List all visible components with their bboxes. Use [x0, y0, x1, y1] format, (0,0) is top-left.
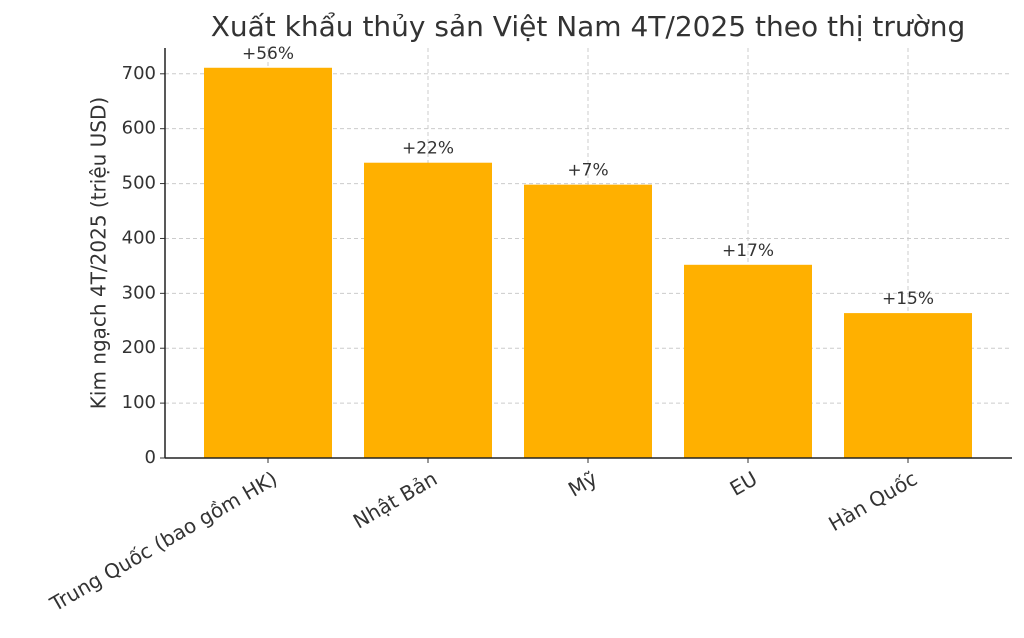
x-tick-label: Mỹ — [564, 466, 601, 501]
bar-annotation: +17% — [722, 241, 774, 261]
bar-annotation: +56% — [242, 44, 294, 64]
bar — [684, 264, 812, 458]
y-tick-label: 700 — [122, 63, 156, 84]
x-tick-label: Trung Quốc (bao gồm HK) — [45, 466, 281, 616]
y-tick-label: 0 — [145, 447, 156, 468]
x-tick-label: Hàn Quốc — [824, 466, 921, 536]
y-tick-label: 600 — [122, 118, 156, 139]
bar — [364, 162, 492, 458]
y-tick-label: 300 — [122, 282, 156, 303]
bar-annotation: +15% — [882, 289, 934, 309]
bar — [204, 67, 332, 458]
y-tick-label: 500 — [122, 173, 156, 194]
chart-title: Xuất khẩu thủy sản Việt Nam 4T/2025 theo… — [211, 10, 966, 43]
y-tick-label: 400 — [122, 227, 156, 248]
bar-annotation: +22% — [402, 139, 454, 159]
bar-annotation: +7% — [567, 161, 608, 181]
x-tick-label: Nhật Bản — [349, 466, 441, 533]
bar — [524, 184, 652, 458]
bar — [844, 313, 972, 458]
x-tick-label: EU — [726, 466, 762, 500]
y-tick-label: 100 — [122, 392, 156, 413]
y-axis-label: Kim ngạch 4T/2025 (triệu USD) — [87, 97, 111, 409]
y-tick-label: 200 — [122, 337, 156, 358]
